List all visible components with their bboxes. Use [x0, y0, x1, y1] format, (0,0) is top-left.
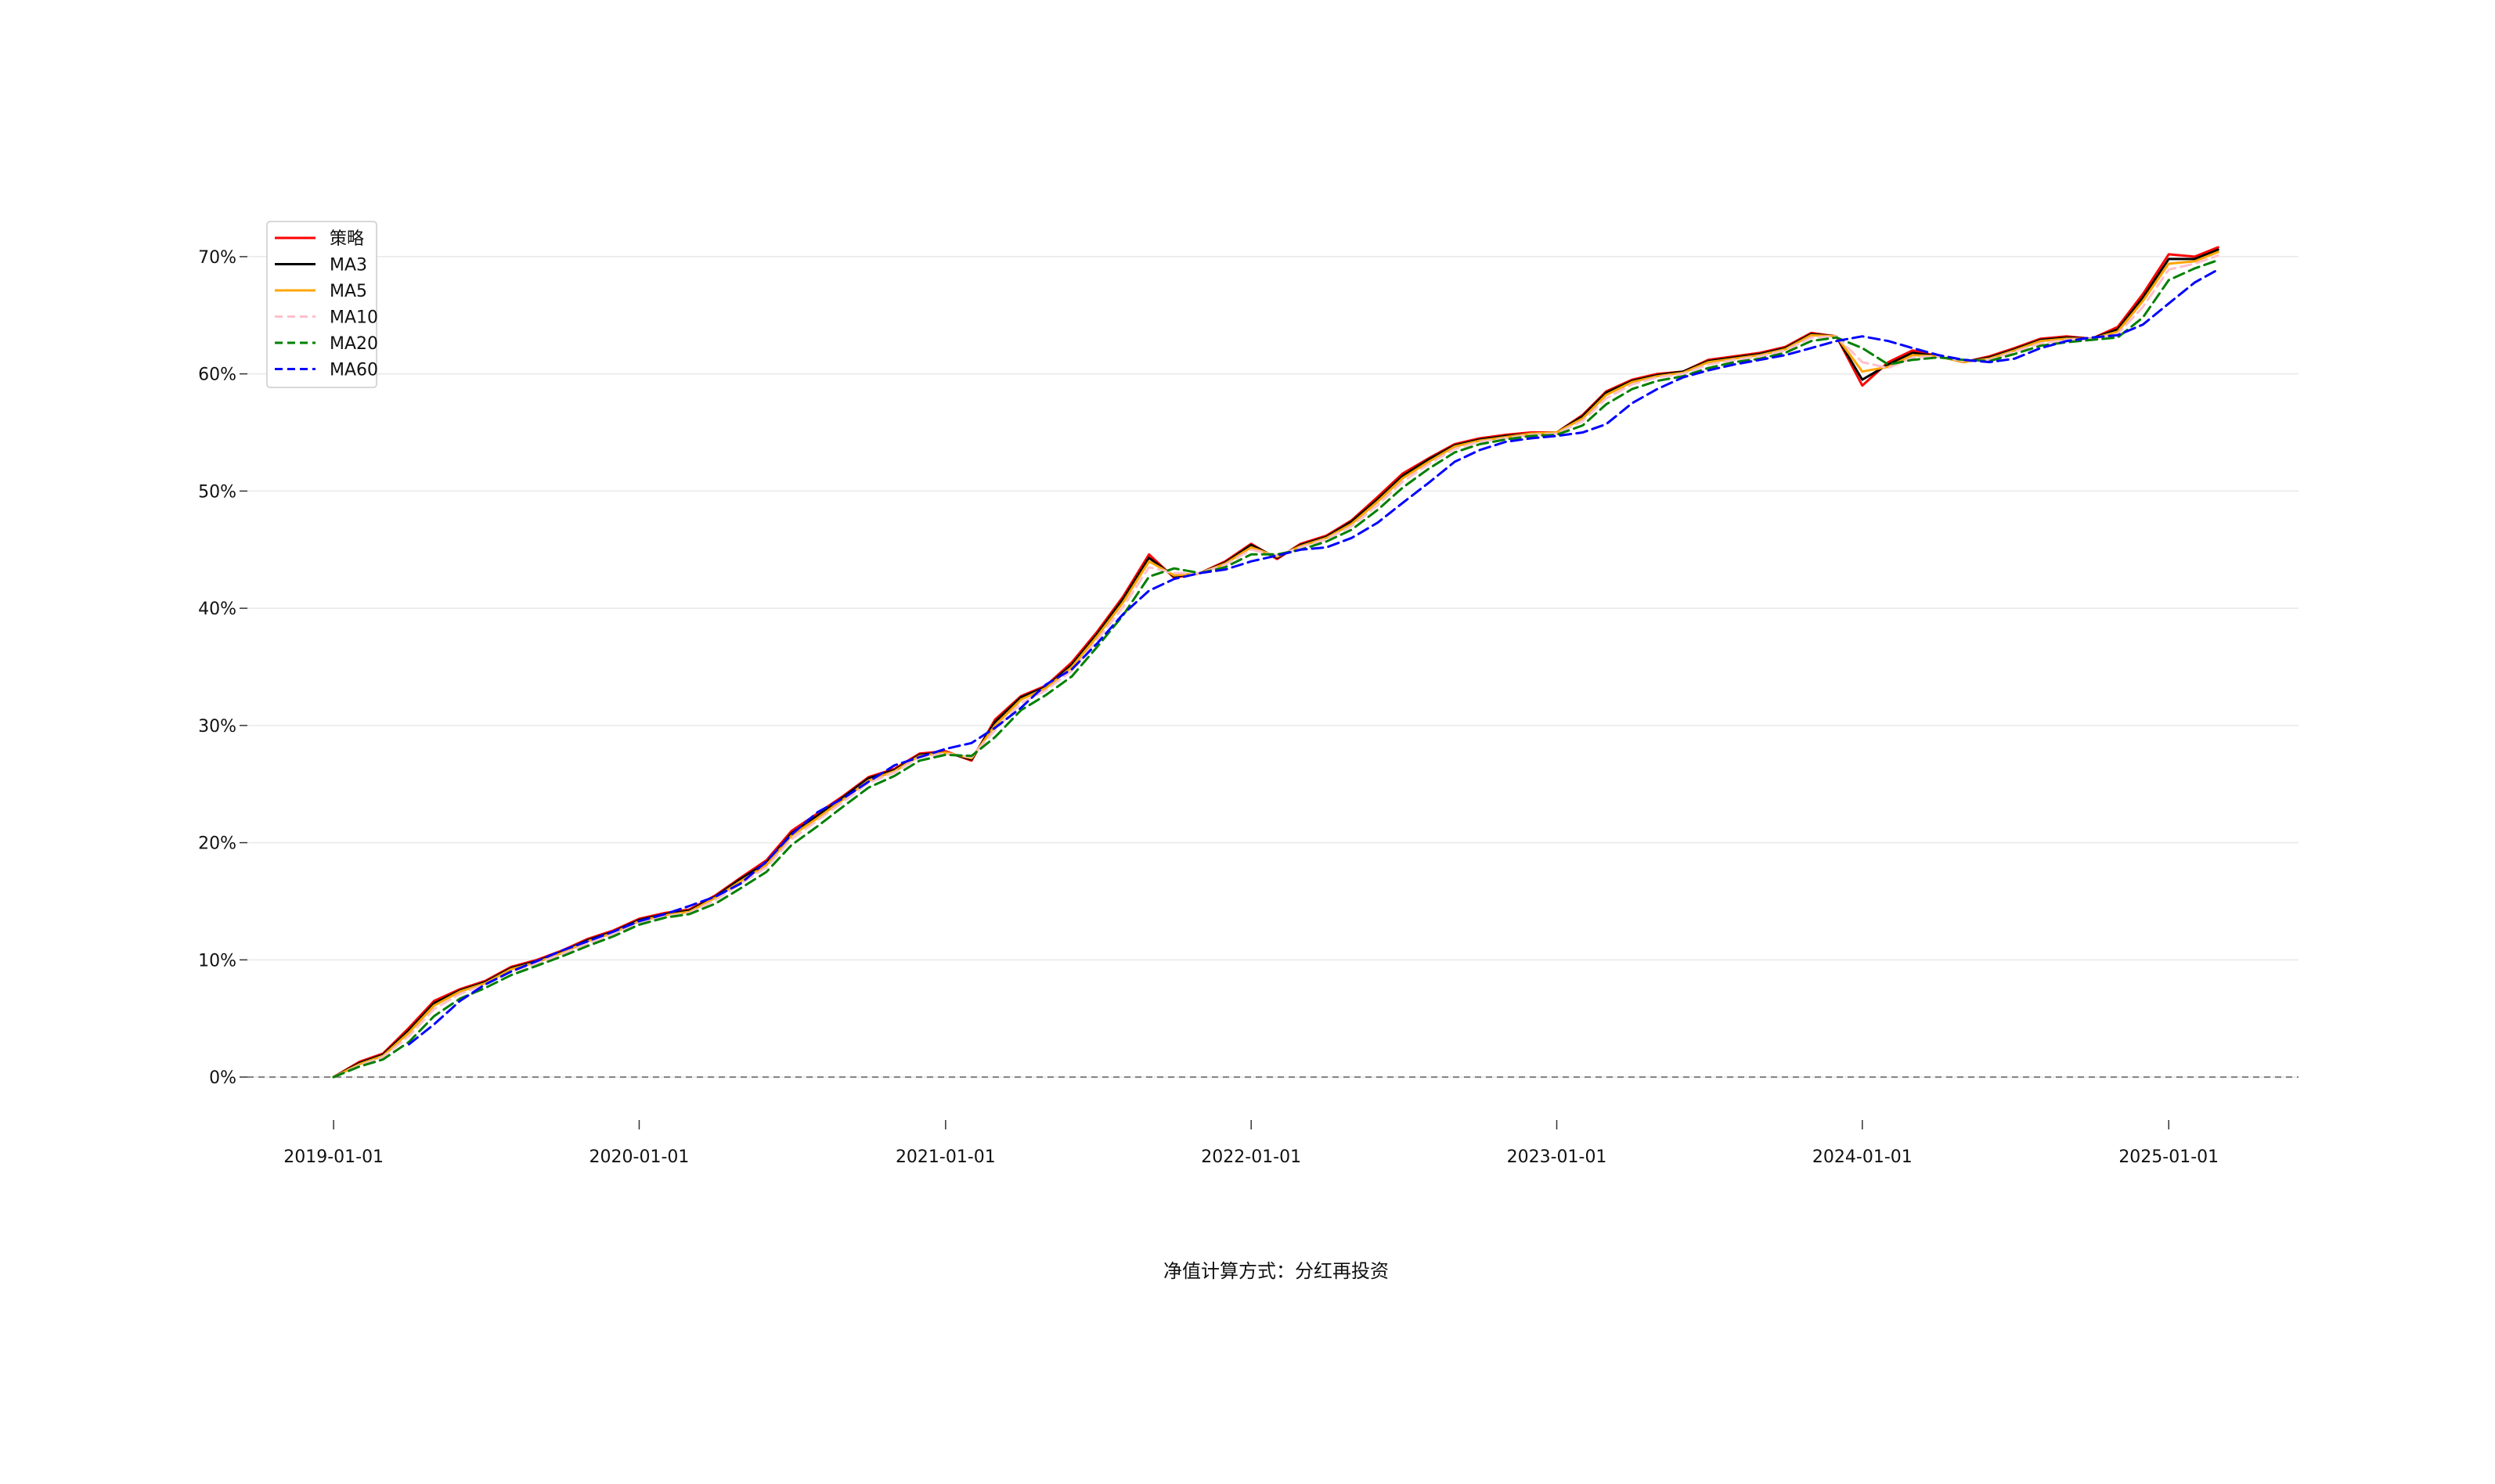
legend: 策略 MA3 MA5 MA10 MA20 MA60	[266, 221, 378, 388]
y-tick-label: 0%	[209, 1068, 236, 1088]
legend-label: MA60	[330, 361, 378, 380]
y-tick-label: 10%	[198, 951, 236, 971]
y-tick-label: 50%	[198, 482, 236, 502]
series-line-2	[332, 250, 2219, 1079]
y-tick-label: 30%	[198, 717, 236, 737]
y-tick-label: 20%	[198, 834, 236, 854]
y-tick-label: 40%	[198, 600, 236, 619]
series-line-0	[332, 246, 2219, 1079]
nav-method-note: 净值计算方式：分红再投资	[1163, 1260, 1389, 1282]
x-tick-label: 2024-01-01	[1812, 1147, 1913, 1167]
legend-label: 策略	[330, 229, 364, 249]
series-line-5	[407, 268, 2219, 1046]
gridlines	[247, 256, 2299, 1078]
y-axis-ticks: 0% 10% 20% 30% 40% 50% 60% 70%	[198, 248, 247, 1088]
x-tick-label: 2022-01-01	[1201, 1147, 1301, 1167]
x-axis-ticks: 2019-01-01 2020-01-01 2021-01-01 2022-01-01…	[283, 1120, 2219, 1167]
series-line-3	[332, 254, 2219, 1079]
legend-label: MA3	[330, 256, 367, 276]
series-lines	[332, 246, 2219, 1079]
legend-label: MA20	[330, 334, 378, 354]
x-tick-label: 2019-01-01	[283, 1147, 384, 1167]
x-tick-label: 2020-01-01	[589, 1147, 690, 1167]
x-tick-label: 2025-01-01	[2118, 1147, 2219, 1167]
legend-label: MA10	[330, 308, 378, 328]
y-tick-label: 70%	[198, 248, 236, 268]
series-line-4	[332, 258, 2219, 1079]
y-tick-label: 60%	[198, 366, 236, 385]
x-tick-label: 2023-01-01	[1507, 1147, 1607, 1167]
legend-label: MA5	[330, 282, 367, 301]
x-tick-label: 2021-01-01	[896, 1147, 996, 1167]
